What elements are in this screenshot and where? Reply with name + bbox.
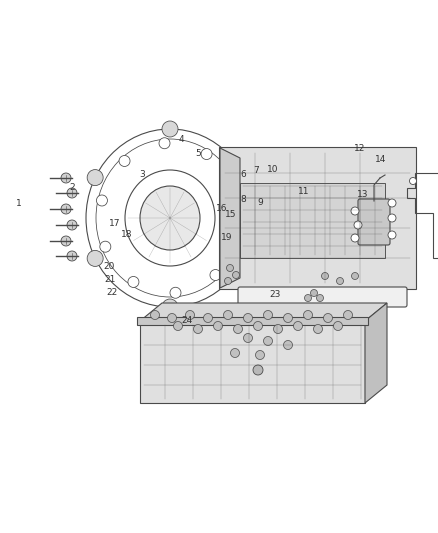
Circle shape: [194, 325, 202, 334]
Circle shape: [230, 349, 240, 358]
Polygon shape: [220, 148, 240, 288]
Circle shape: [314, 325, 322, 334]
Circle shape: [61, 236, 71, 246]
Circle shape: [304, 311, 312, 319]
Circle shape: [100, 241, 111, 252]
FancyBboxPatch shape: [219, 147, 416, 289]
Circle shape: [233, 325, 243, 334]
Circle shape: [304, 295, 311, 302]
Circle shape: [333, 321, 343, 330]
Circle shape: [233, 271, 240, 279]
Circle shape: [410, 177, 417, 184]
Circle shape: [229, 184, 240, 195]
Circle shape: [351, 207, 359, 215]
Text: 20: 20: [103, 262, 114, 271]
Circle shape: [67, 251, 77, 261]
FancyBboxPatch shape: [238, 287, 407, 307]
Polygon shape: [140, 321, 365, 403]
Bar: [240, 183, 385, 258]
Text: 15: 15: [225, 211, 237, 219]
Circle shape: [317, 295, 324, 302]
Circle shape: [388, 199, 396, 207]
FancyBboxPatch shape: [358, 199, 390, 245]
Circle shape: [324, 313, 332, 322]
Circle shape: [61, 204, 71, 214]
Text: 16: 16: [216, 205, 228, 213]
Text: 13: 13: [357, 190, 368, 199]
Circle shape: [67, 220, 77, 230]
Text: 24: 24: [182, 317, 193, 325]
Text: 5: 5: [195, 149, 201, 158]
Text: 22: 22: [106, 288, 117, 296]
Text: 3: 3: [139, 171, 145, 179]
Circle shape: [201, 149, 212, 159]
Circle shape: [119, 156, 130, 166]
Text: 23: 23: [269, 290, 281, 299]
Circle shape: [283, 313, 293, 322]
Circle shape: [343, 311, 353, 319]
Circle shape: [273, 325, 283, 334]
Circle shape: [354, 221, 362, 229]
Text: 9: 9: [257, 198, 263, 207]
Circle shape: [244, 334, 252, 343]
Text: 4: 4: [179, 135, 184, 144]
Circle shape: [225, 278, 232, 285]
Circle shape: [210, 270, 221, 280]
Circle shape: [351, 234, 359, 242]
Ellipse shape: [140, 186, 200, 250]
Circle shape: [128, 277, 139, 287]
Text: 8: 8: [240, 196, 246, 204]
Circle shape: [264, 336, 272, 345]
Circle shape: [321, 272, 328, 279]
Circle shape: [87, 169, 103, 185]
Circle shape: [87, 251, 103, 266]
Circle shape: [264, 311, 272, 319]
Text: 7: 7: [253, 166, 259, 175]
Circle shape: [237, 251, 253, 266]
Polygon shape: [365, 303, 387, 403]
Circle shape: [254, 321, 262, 330]
Circle shape: [255, 351, 265, 359]
Text: 17: 17: [109, 220, 120, 228]
Text: 11: 11: [298, 187, 309, 196]
Text: 18: 18: [121, 230, 133, 239]
Circle shape: [167, 313, 177, 322]
Text: 19: 19: [221, 233, 233, 242]
Circle shape: [253, 365, 263, 375]
Text: 1: 1: [15, 199, 21, 208]
Circle shape: [162, 299, 178, 315]
Circle shape: [96, 195, 107, 206]
Circle shape: [226, 264, 233, 271]
Text: 12: 12: [354, 144, 366, 152]
FancyBboxPatch shape: [137, 317, 368, 325]
Circle shape: [186, 311, 194, 319]
Circle shape: [388, 214, 396, 222]
Circle shape: [162, 121, 178, 137]
Text: 21: 21: [105, 275, 116, 284]
Circle shape: [170, 287, 181, 298]
Circle shape: [293, 321, 303, 330]
Text: 14: 14: [374, 156, 386, 164]
Circle shape: [159, 138, 170, 149]
Circle shape: [336, 278, 343, 285]
Circle shape: [173, 321, 183, 330]
Polygon shape: [140, 303, 387, 321]
Circle shape: [244, 313, 252, 322]
Text: 10: 10: [267, 165, 279, 174]
Circle shape: [61, 173, 71, 183]
Circle shape: [223, 311, 233, 319]
Circle shape: [352, 272, 358, 279]
Circle shape: [237, 169, 253, 185]
Circle shape: [151, 311, 159, 319]
Circle shape: [233, 230, 244, 241]
Circle shape: [67, 188, 77, 198]
Text: 6: 6: [240, 171, 247, 179]
Circle shape: [213, 321, 223, 330]
Text: 2: 2: [70, 183, 75, 192]
Circle shape: [311, 289, 318, 296]
Circle shape: [204, 313, 212, 322]
Circle shape: [283, 341, 293, 350]
Circle shape: [388, 231, 396, 239]
